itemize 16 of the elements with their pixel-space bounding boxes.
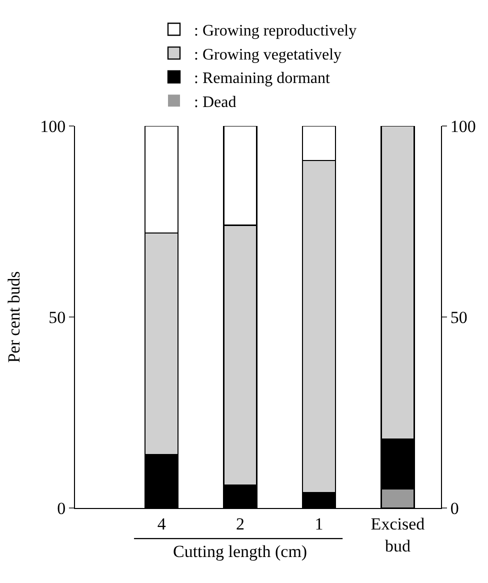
y-tick-label: 0 <box>57 498 66 518</box>
legend-label: : Growing vegetatively <box>194 46 342 64</box>
x-tick-label: 2 <box>236 514 245 534</box>
legend-label: : Dead <box>194 94 236 111</box>
x-tick-label: 4 <box>157 514 166 534</box>
legend-label: : Growing reproductively <box>194 22 357 40</box>
y2-tick-label: 100 <box>450 116 476 136</box>
x-tick-label: Excised bud <box>370 514 426 556</box>
y-tick-label: 100 <box>40 116 66 136</box>
y-axis-title: Per cent buds <box>4 271 24 363</box>
x-axis-title: Cutting length (cm) <box>173 542 308 561</box>
x-tick-label: 1 <box>314 514 324 534</box>
y2-tick-label: 50 <box>450 308 468 327</box>
y2-tick-label: 0 <box>450 498 459 518</box>
legend-label: : Remaining dormant <box>194 70 331 88</box>
y-tick-label: 50 <box>48 308 66 327</box>
